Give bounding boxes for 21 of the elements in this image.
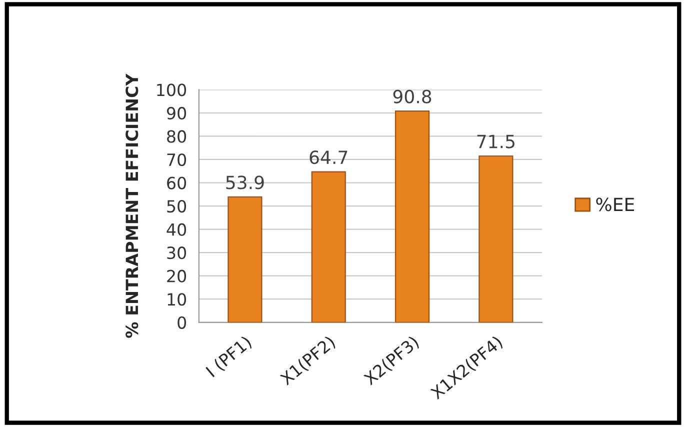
y-tick-label: 40 — [166, 223, 186, 236]
bar — [228, 196, 262, 322]
y-tick-label: 10 — [168, 293, 186, 306]
y-tick-label: 60 — [167, 176, 186, 190]
y-tick-label: 50 — [167, 200, 186, 213]
y-tick-label: 90 — [166, 106, 186, 120]
bar — [311, 171, 346, 322]
legend-label: %EE — [596, 198, 634, 212]
data-label: 71.5 — [477, 134, 514, 148]
data-label: 64.7 — [310, 150, 348, 164]
y-tick-label: 0 — [178, 316, 186, 329]
y-tick-label: 100 — [157, 84, 186, 96]
y-axis-title: % ENTRAPMENT EFFICIENCY — [126, 74, 138, 338]
data-label: 90.8 — [393, 90, 432, 104]
y-tick-label: 20 — [167, 270, 186, 282]
bar — [394, 110, 430, 322]
y-tick-label: 70 — [167, 153, 186, 166]
bar — [478, 155, 514, 322]
data-label: 53.9 — [226, 176, 264, 190]
y-tick-label: 30 — [167, 246, 186, 260]
y-tick-label: 80 — [167, 130, 186, 143]
